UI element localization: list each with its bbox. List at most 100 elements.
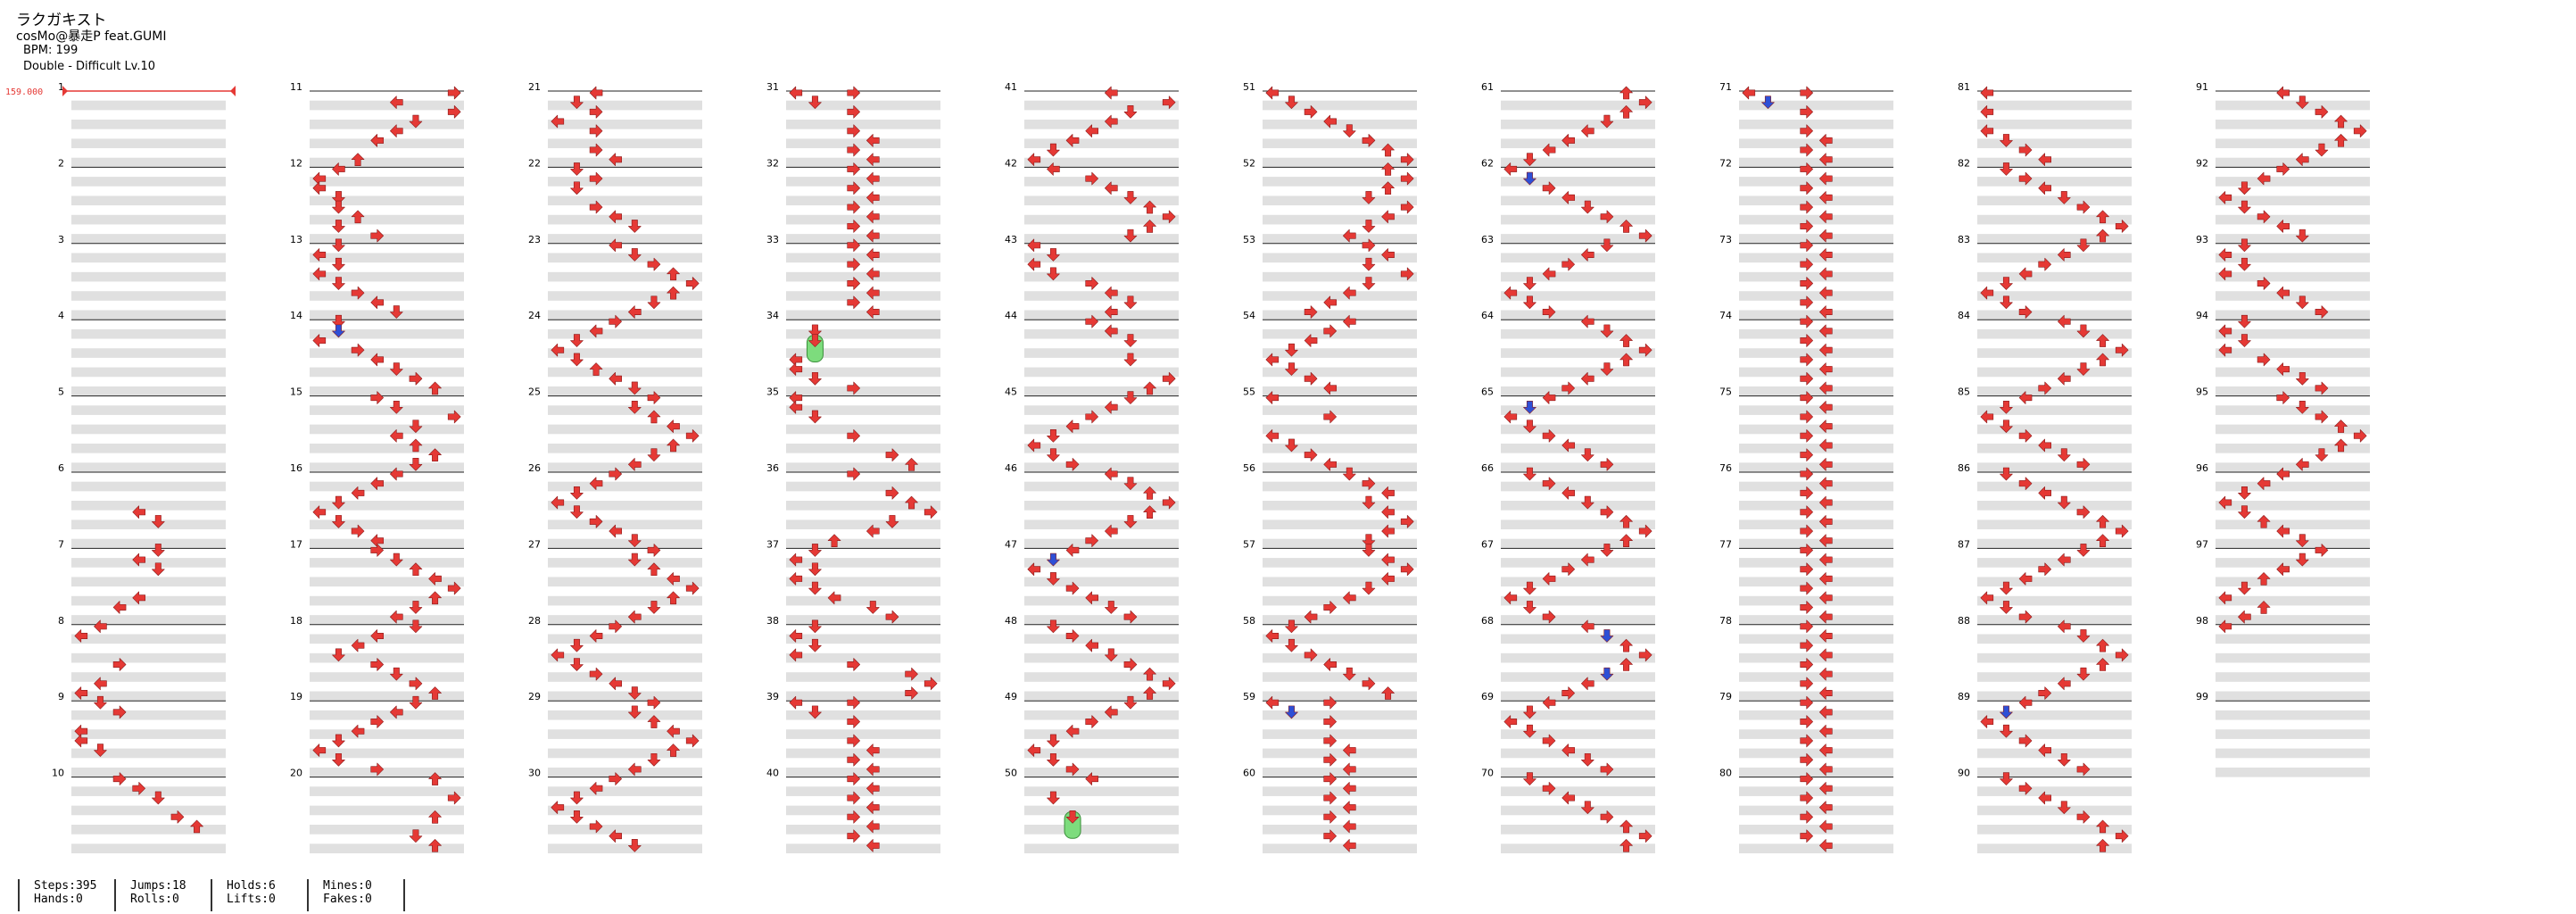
measure-84: 84 [1958, 310, 2132, 396]
arrow-note [1542, 181, 1556, 195]
beat-stripe [786, 177, 940, 187]
arrow-note [1800, 695, 1813, 710]
arrow-note [428, 448, 442, 461]
beat-stripe [786, 328, 940, 339]
arrow-note [2076, 544, 2091, 557]
arrow-note [1105, 400, 1118, 414]
arrow-note [1400, 562, 1414, 577]
arrow-note [2058, 801, 2071, 814]
beat-stripe [1977, 405, 2132, 415]
measure-4: 4 [58, 310, 226, 396]
arrow-note [1819, 781, 1833, 795]
arrow-note [2000, 134, 2013, 147]
arrow-note [170, 810, 185, 824]
arrow-note [351, 524, 365, 538]
beat-stripe [310, 424, 464, 435]
beat-stripe [786, 253, 940, 263]
beat-stripe [1263, 558, 1417, 568]
beat-stripe [548, 652, 702, 663]
arrow-note [2058, 495, 2071, 510]
arrow-note [1561, 562, 1575, 577]
arrow-note [1800, 677, 1813, 691]
beat-stripe [1263, 729, 1417, 739]
arrow-note [2076, 762, 2091, 777]
arrow-note [905, 458, 918, 471]
beat-stripe [786, 234, 940, 244]
beat-stripe [548, 271, 702, 282]
arrow-note [1542, 734, 1556, 748]
arrow-note [2038, 181, 2051, 195]
beat-stripe [1024, 310, 1179, 320]
arrow-note [1819, 629, 1833, 643]
arrow-note [1362, 477, 1376, 490]
beat-stripe [1977, 519, 2132, 530]
beat-stripe [1024, 271, 1179, 282]
beat-stripe [548, 824, 702, 835]
measure-99: 99 [2196, 691, 2370, 777]
arrow-note [1047, 162, 1060, 176]
measure-number: 8 [58, 615, 64, 627]
beat-stripe [71, 672, 226, 682]
arrow-note [2076, 629, 2091, 643]
measure-41: 41 [1005, 81, 1179, 168]
arrow-note [1561, 486, 1575, 500]
beat-stripe [1024, 824, 1179, 835]
arrow-note [190, 819, 203, 834]
beat-stripe [71, 558, 226, 568]
beat-stripe [1024, 291, 1179, 301]
arrow-note [2276, 524, 2290, 538]
arrow-note [609, 619, 622, 634]
measure-9: 9 [58, 691, 226, 777]
arrow-note [847, 295, 860, 310]
arrow-note [2276, 562, 2290, 577]
beat-stripe [1977, 443, 2132, 453]
arrow-note [1343, 781, 1356, 795]
beat-stripe [1739, 558, 1893, 568]
arrow-note [1285, 96, 1298, 109]
arrow-note [332, 220, 345, 233]
measure-93: 93 [2196, 234, 2370, 320]
arrow-note [1123, 610, 1138, 624]
beat-stripe [1501, 558, 1655, 568]
arrow-note [609, 153, 622, 167]
beat-stripe [310, 253, 464, 263]
arrow-note [2038, 744, 2051, 757]
beat-stripe [1024, 328, 1179, 339]
beat-stripe [2216, 405, 2370, 415]
beat-stripe [1024, 481, 1179, 492]
arrow-note [570, 96, 584, 109]
beat-stripe [1977, 120, 2132, 129]
step-chart: 1234567891011121314151617181920212223242… [5, 81, 2370, 853]
arrow-note [570, 181, 584, 195]
beat-stripe [310, 729, 464, 739]
measure-63: 63 [1481, 234, 1655, 320]
measure-number: 49 [1005, 691, 1017, 702]
beat-stripe [1501, 843, 1655, 853]
beat-stripe [1977, 748, 2132, 759]
arrow-note [1819, 744, 1833, 757]
measure-number: 34 [766, 310, 779, 321]
measure-number: 89 [1958, 691, 1970, 702]
measure-number: 9 [58, 691, 64, 702]
measure-69: 69 [1481, 691, 1655, 777]
measure-42: 42 [1005, 157, 1179, 244]
arrow-note [1800, 467, 1813, 481]
arrow-note [1162, 371, 1176, 386]
measure-85: 85 [1958, 386, 2132, 472]
arrow-note [351, 343, 365, 357]
arrow-note [1143, 505, 1156, 519]
arrow-note [1581, 248, 1594, 262]
beat-stripe [71, 177, 226, 187]
beat-stripe [548, 443, 702, 453]
beat-stripe [71, 291, 226, 301]
arrow-note [2257, 210, 2271, 224]
beat-stripe [1024, 634, 1179, 644]
arrow-note [332, 648, 345, 662]
beat-stripe [1739, 253, 1893, 263]
measure-number: 42 [1005, 157, 1017, 169]
arrow-note [1123, 295, 1138, 310]
arrow-note [351, 286, 365, 300]
arrow-note [1343, 591, 1356, 605]
arrow-note [1304, 610, 1318, 624]
stats-column: Steps:395 Hands:0 [18, 879, 96, 911]
